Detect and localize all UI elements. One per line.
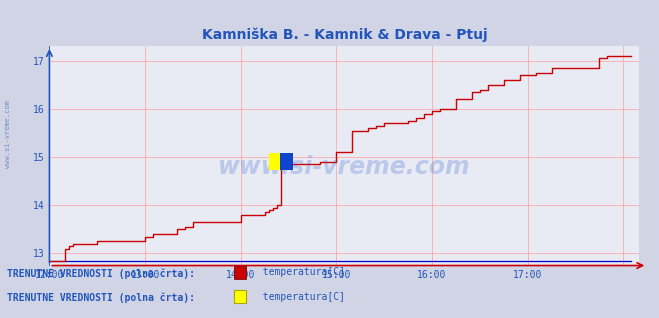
Title: Kamniška B. - Kamnik & Drava - Ptuj: Kamniška B. - Kamnik & Drava - Ptuj (202, 28, 487, 42)
Bar (280, 153, 293, 170)
Text: www.si-vreme.com: www.si-vreme.com (218, 155, 471, 179)
Text: TRENUTNE VREDNOSTI (polna črta):: TRENUTNE VREDNOSTI (polna črta): (7, 293, 194, 303)
Text: www.si-vreme.com: www.si-vreme.com (5, 100, 11, 168)
Bar (270, 153, 280, 170)
Text: temperatura[C]: temperatura[C] (251, 292, 345, 302)
Text: temperatura[C]: temperatura[C] (251, 267, 345, 277)
Text: TRENUTNE VREDNOSTI (polna črta):: TRENUTNE VREDNOSTI (polna črta): (7, 268, 194, 279)
